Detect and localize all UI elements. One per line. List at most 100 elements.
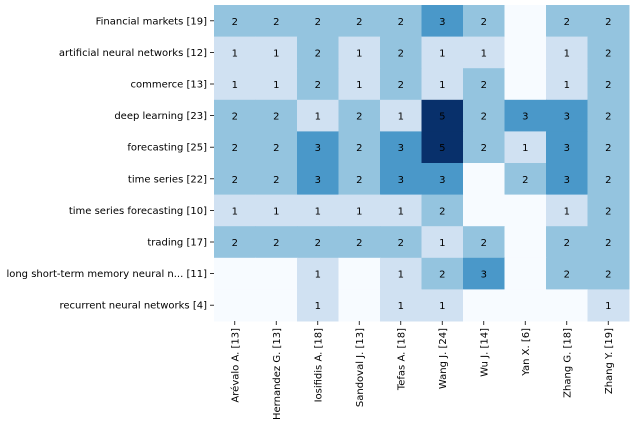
- cell-value-label: 2: [273, 143, 279, 154]
- cell-value-label: 1: [564, 206, 570, 217]
- heatmap-cell: [463, 36, 505, 69]
- cell-value-label: 1: [232, 206, 238, 217]
- x-tick-label: Yan X. [6]: [521, 328, 532, 377]
- heatmap-cell: [255, 226, 298, 259]
- cell-value-label: 5: [439, 143, 445, 154]
- y-tick-label: Financial markets [19]: [96, 16, 207, 27]
- heatmap-cell: [463, 163, 505, 196]
- heatmap-cell: [338, 289, 381, 322]
- cell-value-label: 3: [398, 143, 404, 154]
- heatmap-cell: [421, 226, 464, 259]
- cell-value-label: 1: [564, 80, 570, 91]
- heatmap-cell: [380, 289, 422, 322]
- cell-value-label: 2: [398, 48, 404, 59]
- heatmap-cell: [546, 131, 588, 164]
- cell-value-label: 3: [564, 175, 570, 186]
- y-tick-label: commerce [13]: [131, 80, 208, 91]
- heatmap-cell: [421, 99, 464, 132]
- heatmap-cell: [380, 99, 422, 132]
- heatmap-cell: [338, 194, 381, 227]
- heatmap-cell: [297, 5, 339, 38]
- heatmap-cell: [214, 194, 256, 227]
- cell-value-label: 1: [398, 301, 404, 312]
- heatmap-cell: [587, 289, 630, 322]
- cell-value-label: 1: [439, 238, 445, 249]
- heatmap-cell: [504, 131, 547, 164]
- cell-value-label: 2: [522, 175, 528, 186]
- heatmap-cell: [214, 68, 256, 101]
- cell-value-label: 3: [564, 143, 570, 154]
- cell-value-label: 1: [356, 48, 362, 59]
- heatmap-cell: [297, 99, 339, 132]
- heatmap-cell: [546, 68, 588, 101]
- cell-value-label: 2: [398, 17, 404, 28]
- heatmap-cell: [587, 99, 630, 132]
- x-tick-label: Arévalo A. [13]: [229, 328, 241, 403]
- cell-value-label: 1: [273, 80, 279, 91]
- cell-value-label: 2: [232, 175, 238, 186]
- heatmap-cell: [255, 289, 298, 322]
- cell-value-label: 2: [481, 80, 487, 91]
- heatmap-cell: [255, 99, 298, 132]
- heatmap-cell: [338, 5, 381, 38]
- heatmap-cell: [587, 226, 630, 259]
- x-tick-label: Zhang Y. [19]: [604, 328, 615, 394]
- heatmap-cell: [380, 163, 422, 196]
- cell-value-label: 2: [356, 17, 362, 28]
- cell-value-label: 1: [564, 48, 570, 59]
- heatmap-cell: [421, 194, 464, 227]
- cell-value-label: 1: [522, 143, 528, 154]
- cell-value-label: 2: [315, 17, 321, 28]
- cell-value-label: 2: [605, 143, 611, 154]
- heatmap-cell: [504, 289, 547, 322]
- cell-value-label: 3: [481, 270, 487, 281]
- heatmap-cell: [214, 5, 256, 38]
- heatmap-cell: [214, 226, 256, 259]
- heatmap-cell: [587, 68, 630, 101]
- heatmap-cell: [297, 257, 339, 290]
- heatmap-cell: [504, 257, 547, 290]
- cell-value-label: 3: [522, 112, 528, 123]
- heatmap-cell: [255, 131, 298, 164]
- y-tick-label: time series [22]: [128, 174, 207, 185]
- heatmap-cell: [546, 289, 588, 322]
- x-tick-label: Wang J. [24]: [438, 328, 449, 389]
- heatmap-cell: [546, 99, 588, 132]
- cell-value-label: 2: [564, 270, 570, 281]
- cell-value-label: 2: [605, 206, 611, 217]
- cell-value-label: 1: [356, 80, 362, 91]
- heatmap-cell: [214, 289, 256, 322]
- cell-value-label: 2: [315, 48, 321, 59]
- heatmap-cell: [421, 163, 464, 196]
- cell-value-label: 1: [356, 206, 362, 217]
- cell-value-label: 2: [481, 17, 487, 28]
- heatmap-cell: [297, 36, 339, 69]
- y-axis-labels: Financial markets [19] artificial neural …: [6, 16, 214, 312]
- heatmap-cell: [463, 194, 505, 227]
- heatmap-cell: [255, 5, 298, 38]
- heatmap-cell: [504, 68, 547, 101]
- heatmap-cell: [338, 68, 381, 101]
- x-tick-label: Zhang G. [18]: [562, 328, 573, 398]
- heatmap-cell: [338, 36, 381, 69]
- cell-value-label: 1: [439, 48, 445, 59]
- x-tick-label: Wu J. [14]: [479, 328, 490, 377]
- heatmap-cell: [421, 131, 464, 164]
- cell-value-label: 1: [398, 112, 404, 123]
- heatmap-cell: [504, 194, 547, 227]
- heatmap-cell: [380, 68, 422, 101]
- cell-value-label: 3: [315, 143, 321, 154]
- heatmap-cell: [463, 68, 505, 101]
- cell-value-label: 1: [232, 48, 238, 59]
- heatmap-cell: [463, 99, 505, 132]
- cell-value-label: 1: [273, 48, 279, 59]
- heatmap-cell: [504, 99, 547, 132]
- cell-value-label: 3: [439, 175, 445, 186]
- cell-value-label: 2: [605, 112, 611, 123]
- cell-value-label: 2: [356, 143, 362, 154]
- cell-value-label: 5: [439, 112, 445, 123]
- heatmap-cell: [587, 5, 630, 38]
- heatmap-cell: [255, 68, 298, 101]
- heatmap-cell: [380, 5, 422, 38]
- heatmap-cell: [380, 226, 422, 259]
